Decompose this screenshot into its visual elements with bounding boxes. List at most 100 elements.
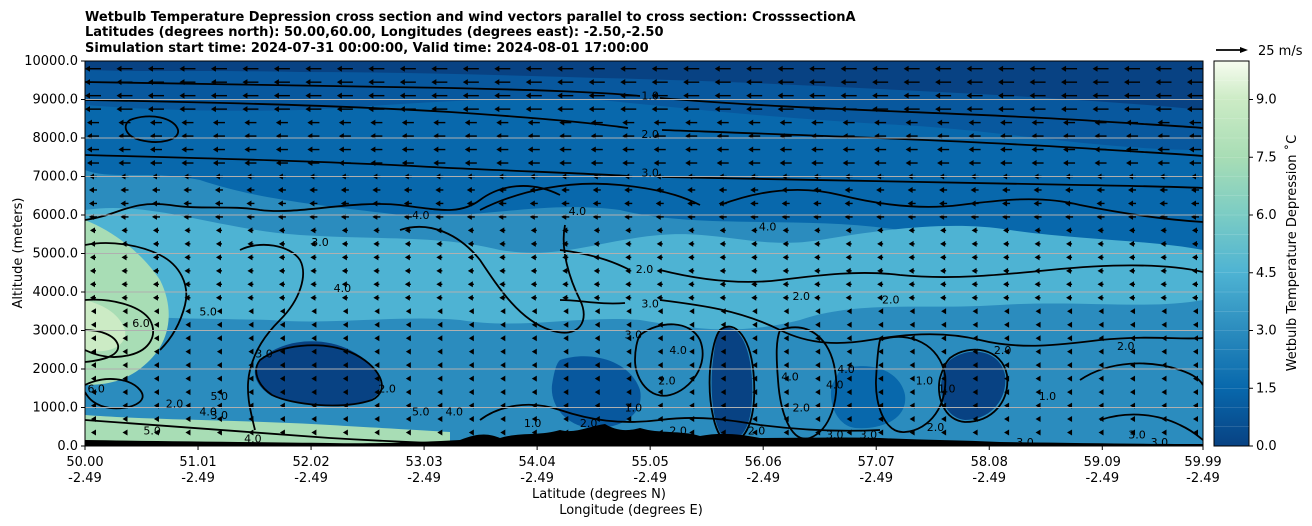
contour-label: 3.0 (625, 328, 643, 341)
contour-label: 3.0 (211, 409, 229, 422)
wind-vector (436, 294, 443, 301)
x-tick-label-lat: 55.05 (632, 455, 669, 470)
wind-vector (342, 375, 348, 382)
x-tick-label-lat: 52.02 (292, 455, 329, 470)
wind-vector (525, 106, 542, 113)
wind-vector (496, 146, 509, 153)
wind-vector (748, 119, 761, 126)
wind-vector (525, 79, 542, 86)
wind-vector (685, 119, 698, 126)
wind-vector (688, 254, 695, 261)
wind-vector (310, 281, 317, 288)
wind-vector (368, 65, 385, 72)
wind-vector (624, 200, 633, 207)
contour-line (85, 185, 561, 221)
wind-vector (433, 119, 446, 126)
wind-vector (657, 389, 663, 396)
wind-vector (401, 119, 414, 126)
wind-vector (184, 240, 191, 247)
contour-lines (85, 81, 1203, 445)
contour-line (399, 224, 585, 334)
wind-vector (1160, 281, 1167, 288)
wind-vector (500, 416, 506, 423)
wind-vector (85, 65, 101, 72)
wind-vector (941, 375, 947, 382)
wind-vector (531, 308, 537, 315)
wind-vector (594, 321, 600, 328)
wind-vector (212, 146, 225, 153)
colorbar-tick-label: 9.0 (1256, 93, 1277, 108)
wind-vector (626, 389, 632, 396)
wind-vector (1130, 375, 1136, 382)
wind-vector (499, 267, 506, 274)
wind-vector (840, 106, 857, 113)
wind-vector (527, 119, 540, 126)
wind-vector (783, 362, 789, 369)
wind-vector (966, 106, 983, 113)
wind-vector (278, 227, 285, 234)
wind-vector (1161, 335, 1167, 342)
wind-vector (561, 200, 570, 207)
wind-vector (1187, 65, 1203, 72)
wind-vector (215, 240, 222, 247)
wind-vector (1098, 348, 1104, 355)
wind-vector (877, 267, 884, 274)
wind-vector (531, 375, 537, 382)
wind-vector (935, 92, 952, 99)
contour-line (85, 99, 629, 129)
wind-vector (1155, 92, 1172, 99)
wind-vector (277, 200, 286, 207)
wind-vector (877, 227, 884, 234)
wind-vector (149, 119, 162, 126)
wind-vector (1000, 160, 1013, 167)
wind-vector (972, 362, 978, 369)
wind-vector (120, 186, 129, 193)
wind-vector (311, 348, 317, 355)
wind-vector (399, 79, 416, 86)
wind-vector (814, 281, 821, 288)
wind-vectors (85, 65, 1203, 436)
wind-vector (903, 65, 920, 72)
wind-vector (966, 65, 983, 72)
wind-vector (531, 321, 537, 328)
wind-vector (341, 281, 348, 288)
wind-vector (153, 335, 159, 342)
wind-vector (626, 308, 632, 315)
colorbar: 0.0 1.5 3.0 4.5 6.0 7.5 9.0 Wetbulb Temperatur… (1213, 60, 1300, 454)
wind-vector (1067, 389, 1073, 396)
wind-vector (1191, 186, 1199, 193)
wind-vector (210, 106, 227, 113)
wind-vector (1067, 362, 1073, 369)
contour-label: 1.0 (641, 90, 659, 103)
wind-vector (1098, 416, 1104, 423)
wind-vector (1035, 348, 1041, 355)
wind-vector (215, 267, 222, 274)
wind-vector (746, 79, 763, 86)
wind-vector (179, 65, 196, 72)
x-axis: 50.00-2.4951.01-2.4952.02-2.4953.03-2.49… (66, 446, 1222, 486)
wind-vector (1161, 321, 1167, 328)
wind-vector (500, 308, 506, 315)
contour-label: 4.0 (244, 432, 262, 445)
x-tick-label-lat: 58.08 (971, 455, 1008, 470)
wind-vector (1029, 65, 1046, 72)
wind-vector (971, 281, 978, 288)
wind-vector (1098, 321, 1104, 328)
contour-line (239, 243, 304, 431)
x-tick-label-lon: -2.49 (972, 471, 1006, 486)
wind-vector (752, 362, 758, 369)
wind-vector (404, 267, 411, 274)
colorbar-tick-label: 1.5 (1256, 381, 1277, 396)
wind-vector (1033, 186, 1042, 193)
wind-vector (214, 186, 223, 193)
wind-vector (683, 92, 700, 99)
x-tick-label-lon: -2.49 (68, 471, 102, 486)
wind-vector (1192, 281, 1198, 288)
wind-vector (342, 389, 348, 396)
wind-vector (688, 227, 695, 234)
wind-vector (338, 146, 351, 153)
wind-vector (147, 79, 164, 86)
wind-vector (782, 240, 789, 247)
wind-vector (1034, 294, 1041, 301)
field-low-patch-2 (711, 327, 753, 440)
